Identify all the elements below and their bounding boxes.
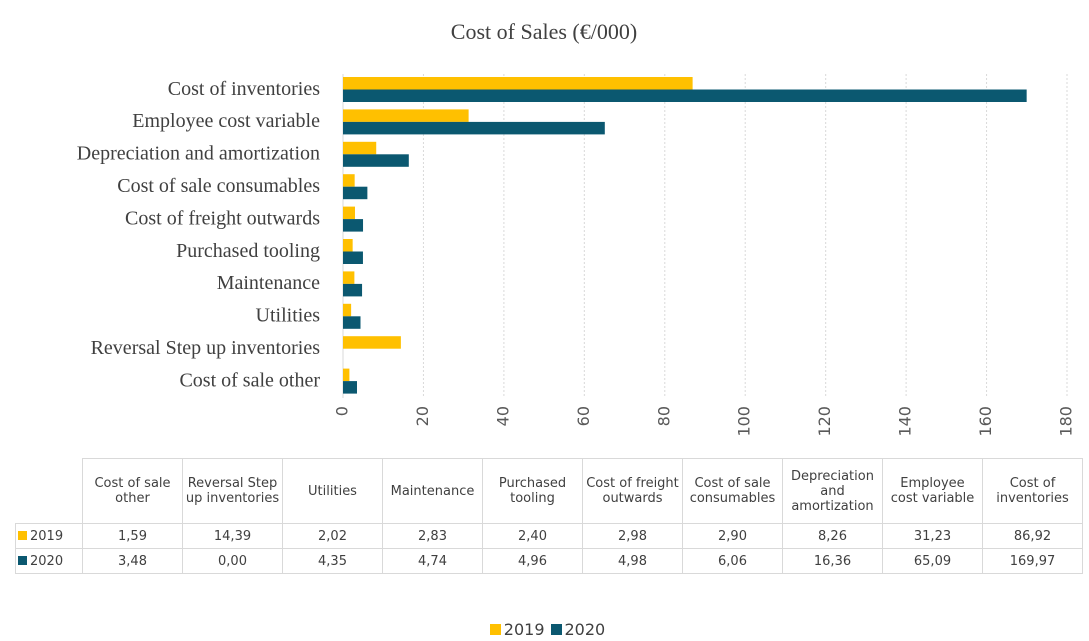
table-header: Employee cost variable	[882, 458, 983, 524]
bar	[343, 154, 409, 167]
chart-title: Cost of Sales (€/000)	[451, 19, 637, 44]
x-tick-label: 180	[1057, 406, 1076, 437]
table-cell: 4,98	[582, 548, 683, 574]
y-tick-label: Purchased tooling	[176, 240, 320, 262]
bar	[343, 368, 350, 382]
legend-swatch	[550, 624, 562, 635]
x-tick-label: 80	[654, 406, 673, 426]
bar	[343, 381, 357, 394]
x-tick-label: 140	[896, 406, 915, 437]
table-cell: 0,00	[182, 548, 283, 574]
legend-swatch	[489, 624, 501, 635]
table-cell: 2,90	[682, 523, 783, 549]
bar	[343, 89, 1027, 102]
bar	[343, 336, 401, 349]
swatch	[18, 530, 27, 540]
swatch	[18, 555, 27, 565]
table-header: Cost of inventories	[982, 458, 1083, 524]
table-cell: 2,83	[382, 523, 483, 549]
table-cell: 1,59	[82, 523, 183, 549]
y-tick-label: Cost of inventories	[168, 78, 320, 100]
bar	[343, 283, 363, 297]
bar	[343, 271, 355, 284]
table-cell: 3,48	[82, 548, 183, 574]
y-tick-label: Depreciation and amortization	[77, 143, 320, 165]
x-tick-label: 0	[333, 406, 352, 416]
legend-label: 2020	[564, 620, 606, 639]
data-table: Cost of sale other Reversal Step up inven…	[15, 458, 1083, 574]
table-header: Cost of freight outwards	[582, 458, 683, 524]
bar	[343, 109, 469, 122]
table-header: Depreciation and amortization	[782, 458, 883, 524]
x-tick-label: 40	[493, 406, 512, 426]
y-tick-label: Cost of sale other	[179, 369, 320, 391]
legend-label: 2019	[503, 620, 545, 639]
bar	[343, 303, 352, 317]
table-cell: 16,36	[782, 548, 883, 574]
table-header: Maintenance	[382, 458, 483, 524]
y-tick-label: Reversal Step up inventories	[91, 337, 321, 359]
legend: 2019 2020	[0, 620, 1089, 639]
row-label: 2019	[15, 523, 83, 549]
plot: Cost of Sales (€/000) 0 20 40 60 80 100 120 140…	[77, 19, 1076, 437]
x-tick-label: 120	[815, 406, 834, 437]
x-tick-label: 60	[574, 406, 593, 426]
table-cell: 8,26	[782, 523, 883, 549]
bar	[343, 219, 364, 232]
y-tick-label: Employee cost variable	[132, 110, 320, 132]
table-header: Purchased tooling	[482, 458, 583, 524]
bar	[343, 186, 368, 200]
table-header: Reversal Step up inventories	[182, 458, 283, 524]
bar	[343, 77, 693, 90]
bar	[343, 239, 353, 252]
x-tick-label: 20	[413, 406, 432, 426]
table-header-row: Cost of sale other Reversal Step up inven…	[15, 458, 1083, 524]
table-cell: 4,35	[282, 548, 383, 574]
y-tick-label: Maintenance	[217, 272, 320, 294]
row-name: 2019	[30, 528, 64, 544]
y-tick-label: Utilities	[256, 305, 321, 327]
table-header: Utilities	[282, 458, 383, 524]
table-header: Cost of sale consumables	[682, 458, 783, 524]
row-name: 2020	[30, 553, 64, 569]
table-row: 2020 3,48 0,00 4,35 4,74 4,96 4,98 6,06 16,36 65,…	[15, 548, 1083, 574]
table-corner	[15, 458, 83, 524]
x-tick-label: 100	[735, 406, 754, 437]
table-header: Cost of sale other	[82, 458, 183, 524]
table-cell: 4,74	[382, 548, 483, 574]
table-cell: 65,09	[882, 548, 983, 574]
table-cell: 2,02	[282, 523, 383, 549]
x-tick-label: 160	[976, 406, 995, 437]
bar	[343, 251, 363, 264]
bar	[343, 316, 361, 329]
y-tick-label: Cost of freight outwards	[125, 207, 320, 229]
table-cell: 2,98	[582, 523, 683, 549]
row-label: 2020	[15, 548, 83, 574]
table-cell: 2,40	[482, 523, 583, 549]
table-cell: 31,23	[882, 523, 983, 549]
table-cell: 86,92	[982, 523, 1083, 549]
bar	[343, 174, 355, 187]
bar	[343, 121, 605, 135]
y-tick-label: Cost of sale consumables	[117, 175, 320, 197]
table-cell: 4,96	[482, 548, 583, 574]
table-cell: 169,97	[982, 548, 1083, 574]
bar	[343, 206, 355, 220]
bar	[343, 141, 377, 155]
table-row: 2019 1,59 14,39 2,02 2,83 2,40 2,98 2,90 8,26 31,…	[15, 523, 1083, 549]
table-cell: 6,06	[682, 548, 783, 574]
table-cell: 14,39	[182, 523, 283, 549]
